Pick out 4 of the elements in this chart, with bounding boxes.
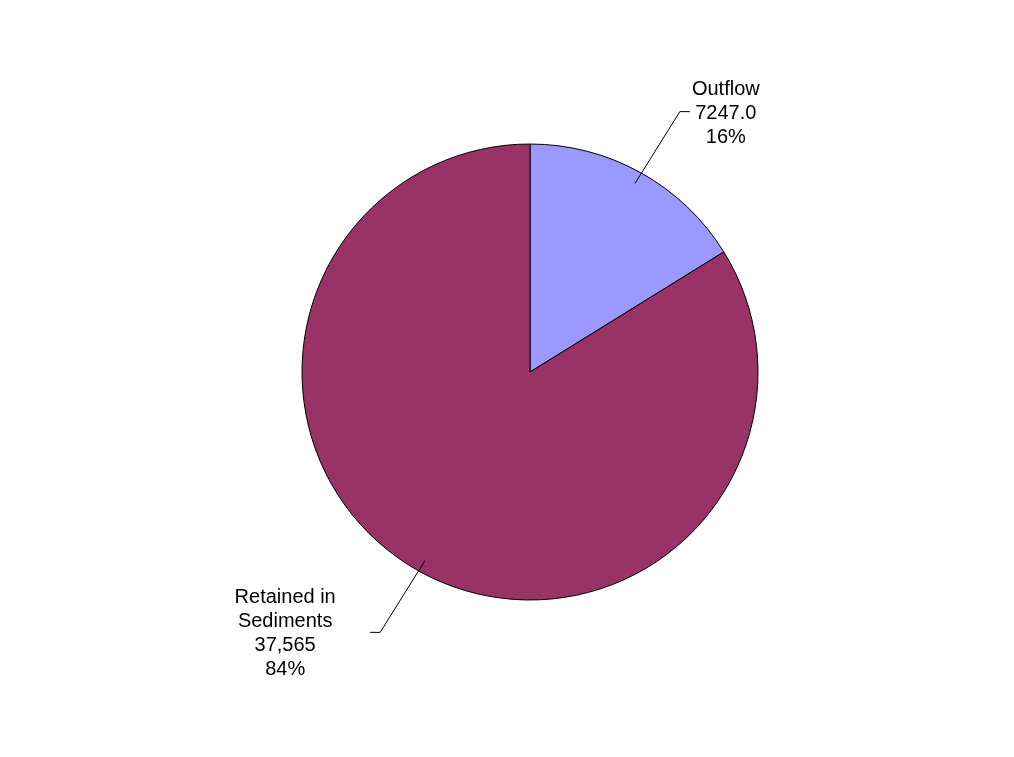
slice-label: Retained in Sediments — [234, 585, 336, 632]
data-label: 7247.0 16% — [695, 100, 757, 147]
slice-label: Outflow — [691, 76, 761, 99]
data-label: 37,565 84% — [254, 633, 316, 680]
